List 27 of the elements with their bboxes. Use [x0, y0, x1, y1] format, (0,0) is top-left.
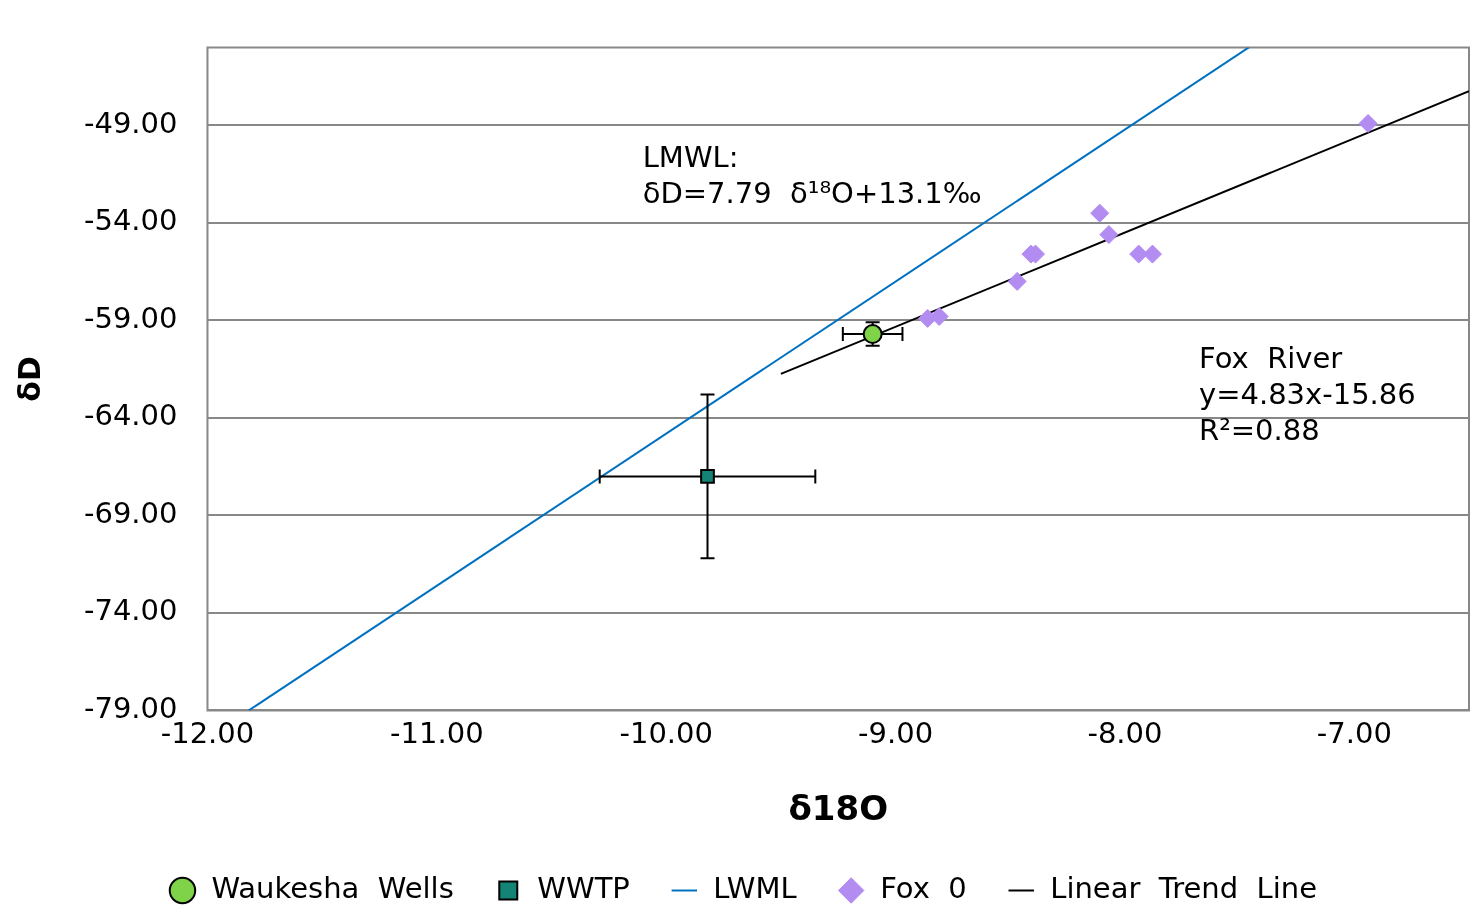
annotation: LMWL: δD=7.79 δ¹⁸O+13.1‰ [642, 139, 982, 210]
legend-label: Fox 0 [880, 871, 967, 906]
y-tick-label: -74.00 [83, 593, 178, 628]
y-tick-label: -64.00 [83, 398, 178, 433]
x-tick-label: -10.00 [619, 716, 713, 751]
point [700, 469, 715, 484]
x-tick-label: -11.00 [390, 716, 484, 751]
x-tick-label: -9.00 [858, 716, 934, 751]
x-tick-label: -7.00 [1316, 716, 1392, 751]
point [929, 307, 949, 326]
legend-label: Linear Trend Line [1050, 871, 1318, 906]
annotation: Fox River y=4.83x-15.86 R²=0.88 [1199, 341, 1416, 448]
legend-label: LWML [713, 871, 797, 906]
y-tick-label: -69.00 [83, 495, 178, 530]
point [1142, 244, 1162, 264]
legend-label: Waukesha Wells [211, 871, 454, 906]
x-tick-label: -8.00 [1087, 716, 1163, 751]
y-axis-title: δD [11, 356, 47, 402]
point [1358, 113, 1378, 133]
x-axis-title: δ18O [788, 788, 889, 829]
point [1099, 225, 1119, 245]
point [1090, 203, 1110, 223]
point [1007, 271, 1027, 291]
y-tick-label: -59.00 [83, 300, 178, 335]
legend-label: WWTP [537, 871, 630, 906]
y-tick-label: -49.00 [83, 105, 178, 140]
y-tick-label: -54.00 [83, 203, 178, 238]
